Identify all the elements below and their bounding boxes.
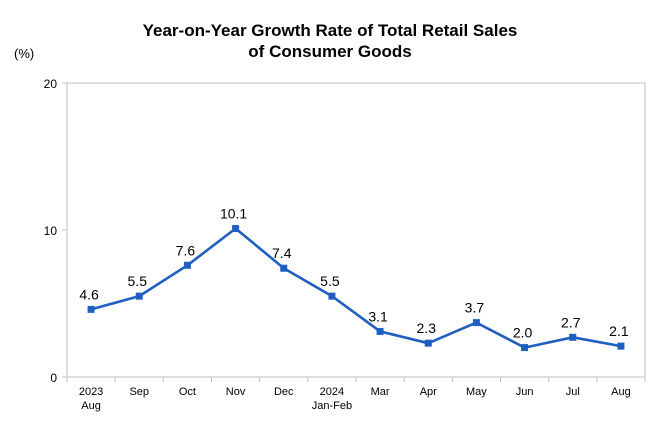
data-label: 5.5 xyxy=(128,273,148,289)
data-point xyxy=(328,292,336,300)
data-point xyxy=(569,333,577,341)
y-tick-label: 20 xyxy=(44,77,58,91)
data-label: 3.7 xyxy=(465,300,485,316)
data-point xyxy=(424,339,432,347)
x-tick-label: 2023 Aug xyxy=(79,386,103,412)
data-point xyxy=(280,264,288,272)
y-tick-label: 10 xyxy=(44,224,58,238)
data-point xyxy=(183,261,191,269)
data-label: 5.5 xyxy=(320,273,340,289)
data-point xyxy=(87,305,95,313)
x-tick-label: Nov xyxy=(226,386,246,398)
y-axis-unit-label: (%) xyxy=(14,46,35,61)
data-label: 2.3 xyxy=(417,320,437,336)
plot-area-frame xyxy=(66,82,646,378)
chart-title-line-2: of Consumer Goods xyxy=(248,42,412,61)
data-label: 4.6 xyxy=(79,286,99,302)
data-point xyxy=(617,342,625,350)
x-tick-label: Mar xyxy=(371,386,390,398)
data-label: 7.6 xyxy=(176,242,196,258)
x-tick-label: May xyxy=(466,386,487,398)
data-label: 2.0 xyxy=(513,325,533,341)
x-tick-label: Jun xyxy=(516,386,534,398)
data-point xyxy=(135,292,143,300)
x-tick-label: Apr xyxy=(420,386,437,398)
x-tick-label: Aug xyxy=(611,386,631,398)
data-point xyxy=(376,327,384,335)
data-point xyxy=(521,344,529,352)
chart-title: Year-on-Year Growth Rate of Total Retail… xyxy=(0,20,660,62)
data-point xyxy=(472,319,480,327)
data-point xyxy=(232,225,240,233)
data-label: 7.4 xyxy=(272,245,292,261)
data-label: 3.1 xyxy=(368,308,388,324)
x-tick-label: 2024 Jan-Feb xyxy=(312,386,352,412)
y-tick-label: 0 xyxy=(50,371,57,385)
series-line xyxy=(90,227,622,349)
x-tick-label: Dec xyxy=(274,386,294,398)
x-tick-label: Jul xyxy=(566,386,580,398)
x-tick-label: Oct xyxy=(179,386,196,398)
x-tick-label: Sep xyxy=(129,386,149,398)
data-label: 2.7 xyxy=(561,314,581,330)
data-label: 2.1 xyxy=(609,323,629,339)
chart-title-line-1: Year-on-Year Growth Rate of Total Retail… xyxy=(142,21,518,40)
data-label: 10.1 xyxy=(220,206,247,222)
